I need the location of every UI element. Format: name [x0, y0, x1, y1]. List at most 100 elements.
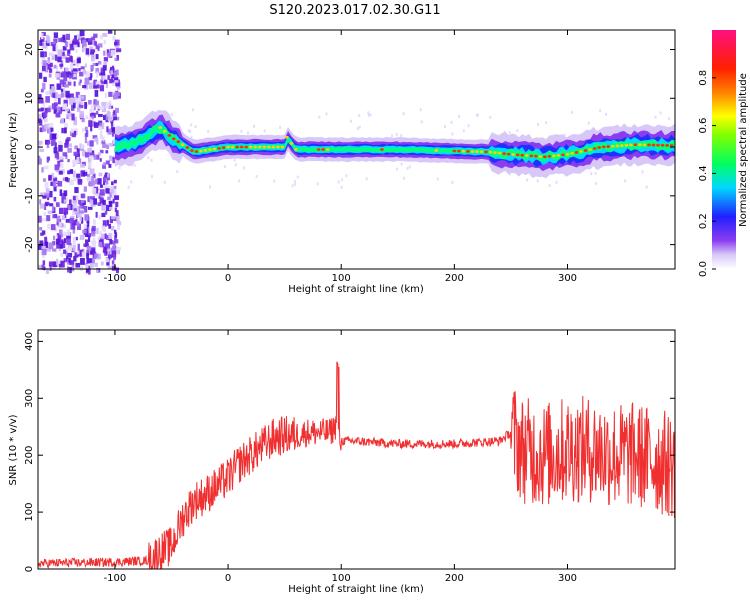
spectrogram-noise-cell [102, 136, 105, 142]
spectrogram-noise-cell [113, 114, 117, 121]
spectrogram-noise-cell [100, 67, 104, 73]
spectrogram-noise-cell [641, 170, 644, 174]
spectrogram-noise-cell [150, 158, 153, 162]
spectrogram-noise-cell [70, 56, 73, 63]
spectrogram-noise-cell [53, 213, 58, 219]
spectrogram-noise-cell [107, 266, 112, 270]
spectrogram-noise-cell [62, 224, 66, 229]
spectrogram-noise-cell [90, 150, 95, 154]
spectrogram-noise-cell [105, 81, 109, 89]
spectrogram-noise-cell [50, 42, 53, 47]
spectrogram-noise-cell [75, 194, 79, 202]
spectrogram-noise-cell [52, 92, 57, 98]
spectrogram-noise-cell [96, 154, 100, 160]
spectrogram-noise-cell [88, 75, 92, 81]
spectrogram-noise-cell [87, 196, 90, 202]
spectrogram-noise-cell [102, 180, 106, 185]
spectrogram-noise-cell [65, 57, 70, 63]
spectrogram-noise-cell [65, 247, 70, 252]
spectrogram-noise-cell [72, 220, 77, 226]
spectrogram-noise-cell [113, 254, 116, 260]
spectrogram-noise-cell [77, 34, 83, 39]
spectrogram-noise-cell [110, 49, 116, 57]
spectrogram-noise-cell [41, 264, 45, 270]
spectrogram-noise-cell [51, 86, 55, 91]
spectrogram-noise-cell [61, 54, 67, 59]
spectrogram-noise-cell [85, 115, 89, 120]
spectrogram-noise-cell [67, 81, 72, 86]
spectrogram-noise-cell [48, 73, 52, 78]
spectrogram-noise-cell [88, 162, 92, 168]
spectrogram-noise-cell [594, 171, 597, 175]
spectrogram-noise-cell [109, 102, 112, 110]
spectrogram-noise-cell [105, 188, 110, 194]
spectrogram-noise-cell [75, 91, 80, 99]
spectrogram-noise-cell [49, 265, 52, 271]
spectrogram-ridge-peak [534, 154, 538, 158]
spectrogram-noise-cell [84, 126, 88, 131]
spectrogram-noise-cell [106, 219, 109, 226]
spectrogram-noise-cell [604, 112, 607, 116]
spectrogram-noise-cell [191, 108, 194, 112]
spectrogram-noise-cell [190, 136, 193, 140]
spectrogram-noise-cell [56, 83, 62, 90]
spectrogram-noise-cell [41, 248, 47, 256]
spectrogram-ridge-peak [620, 144, 624, 147]
colorbar-tick-label: 0.2 [698, 213, 709, 229]
spectrogram-noise-cell [296, 175, 299, 179]
spectrogram-noise-cell [72, 96, 77, 104]
spectrogram-noise-cell [93, 154, 97, 160]
spectrogram-noise-cell [89, 196, 95, 202]
spectrogram-noise-cell [63, 190, 68, 197]
spectrogram-ridge-peak [181, 143, 185, 147]
spectrogram-noise-cell [104, 210, 108, 215]
spectrogram-noise-cell [110, 76, 113, 81]
spectrogram-noise-cell [94, 100, 100, 106]
spectrogram-ridge-peak [506, 152, 511, 156]
spectrogram-noise-cell [92, 219, 96, 225]
spectrogram-noise-cell [93, 85, 98, 89]
spectrogram-noise-cell [99, 197, 104, 204]
spectrogram-noise-cell [55, 179, 59, 184]
spectrogram-noise-cell [60, 65, 63, 69]
spectrogram-noise-cell [400, 162, 403, 166]
spectrogram-noise-cell [40, 88, 44, 93]
spectrogram-noise-cell [112, 157, 115, 164]
spectrogram-noise-cell [40, 192, 45, 197]
spectrogram-noise-cell [103, 39, 107, 45]
spectrogram-noise-cell [92, 257, 95, 264]
spectrogram-noise-cell [273, 179, 276, 183]
spectrogram-noise-cell [90, 202, 94, 207]
spectrogram-ridge-peak [434, 149, 439, 152]
spectrogram-noise-cell [97, 61, 102, 65]
spectrogram-noise-cell [47, 140, 51, 145]
spectrogram-ridge-peak [248, 145, 253, 149]
spectrogram-noise-cell [77, 249, 83, 257]
spectrogram-noise-cell [96, 105, 102, 109]
spectrogram-noise-cell [420, 120, 423, 124]
spectrogram-noise-cell [53, 64, 57, 69]
spectrogram-noise-cell [86, 249, 90, 257]
spectrogram-noise-cell [110, 225, 115, 231]
snr-x-tick-label: 0 [225, 573, 231, 584]
spectrogram-noise-cell [38, 113, 42, 119]
snr-y-tick-label: 200 [24, 446, 35, 465]
spectrogram-noise-cell [41, 42, 45, 46]
spectrogram-noise-cell [107, 128, 112, 135]
spectrogram-noise-cell [94, 41, 98, 47]
spectrogram-noise-cell [56, 242, 60, 249]
spectrogram-noise-cell [105, 103, 110, 109]
spectrogram-noise-cell [66, 238, 71, 245]
spectrogram-noise-cell [89, 108, 94, 114]
spectrogram-noise-cell [402, 112, 405, 116]
spectrogram-noise-cell [67, 170, 71, 175]
spectrogram-ridge-peak [484, 150, 488, 154]
spectrogram-noise-cell [84, 136, 88, 144]
spectrogram-noise-cell [60, 90, 65, 98]
spectrogram-noise-cell [43, 76, 47, 83]
spectrogram-noise-cell [61, 192, 66, 200]
spectrogram-noise-cell [93, 198, 98, 205]
spectrogram-noise-cell [67, 49, 71, 55]
spectrogram-noise-cell [98, 193, 101, 199]
snr-series-line [37, 361, 676, 570]
